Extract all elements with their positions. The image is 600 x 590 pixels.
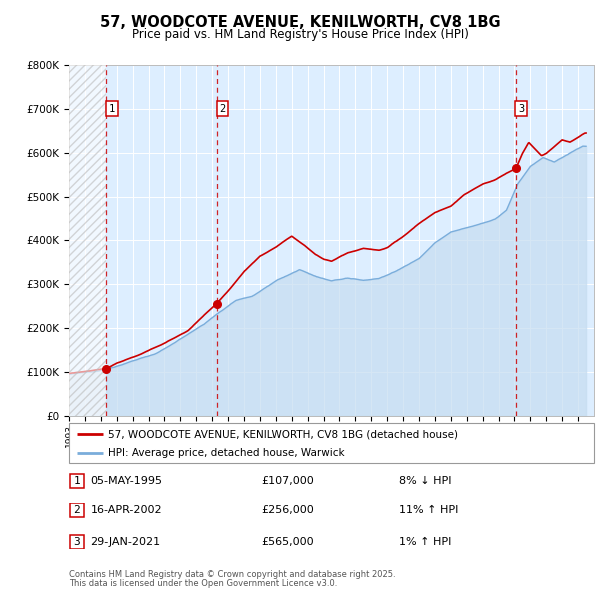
Text: 3: 3 [73,537,80,546]
FancyBboxPatch shape [70,474,84,488]
Text: 29-JAN-2021: 29-JAN-2021 [91,537,161,546]
Text: Price paid vs. HM Land Registry's House Price Index (HPI): Price paid vs. HM Land Registry's House … [131,28,469,41]
Bar [69,65,106,416]
FancyBboxPatch shape [69,423,594,463]
Text: 57, WOODCOTE AVENUE, KENILWORTH, CV8 1BG: 57, WOODCOTE AVENUE, KENILWORTH, CV8 1BG [100,15,500,30]
Text: 1% ↑ HPI: 1% ↑ HPI [399,537,451,546]
Text: 11% ↑ HPI: 11% ↑ HPI [399,506,458,515]
Text: £256,000: £256,000 [261,506,314,515]
Text: 1: 1 [73,476,80,486]
Text: 3: 3 [518,104,524,114]
Text: £107,000: £107,000 [261,476,314,486]
Text: Contains HM Land Registry data © Crown copyright and database right 2025.: Contains HM Land Registry data © Crown c… [69,571,395,579]
Text: 2: 2 [219,104,226,114]
Text: £565,000: £565,000 [261,537,314,546]
FancyBboxPatch shape [70,535,84,549]
Text: This data is licensed under the Open Government Licence v3.0.: This data is licensed under the Open Gov… [69,579,337,588]
Text: 05-MAY-1995: 05-MAY-1995 [91,476,163,486]
Text: 8% ↓ HPI: 8% ↓ HPI [399,476,452,486]
Text: 1: 1 [109,104,115,114]
Text: 2: 2 [73,506,80,515]
Text: 57, WOODCOTE AVENUE, KENILWORTH, CV8 1BG (detached house): 57, WOODCOTE AVENUE, KENILWORTH, CV8 1BG… [109,430,458,440]
Text: 16-APR-2002: 16-APR-2002 [91,506,162,515]
FancyBboxPatch shape [70,503,84,517]
Text: HPI: Average price, detached house, Warwick: HPI: Average price, detached house, Warw… [109,448,345,458]
